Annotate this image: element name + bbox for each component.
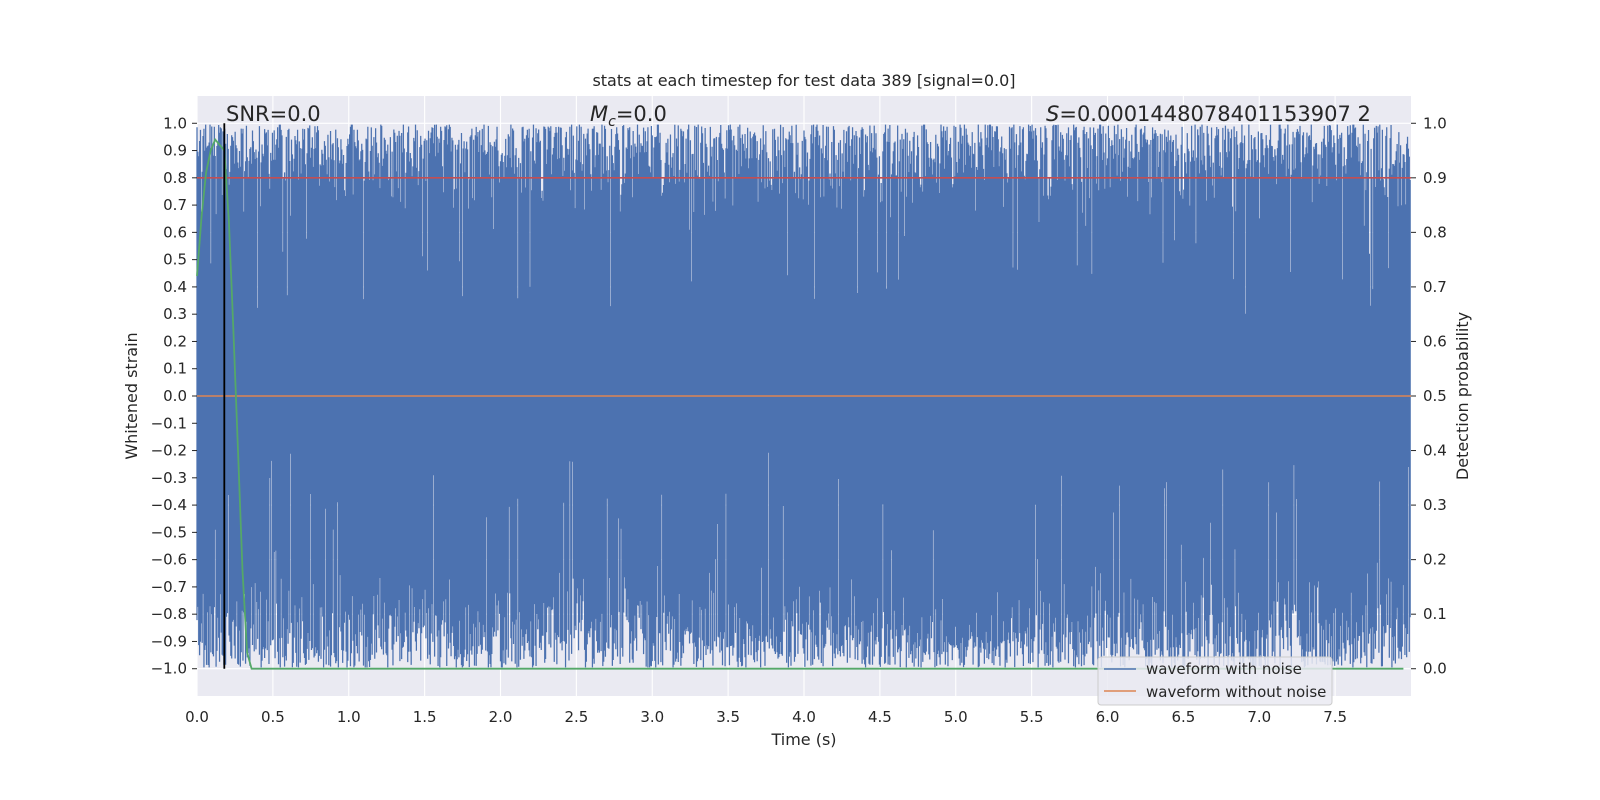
y-left-tick-label: 0.2 xyxy=(163,332,187,350)
x-tick-label: 1.5 xyxy=(413,708,437,726)
y-right-tick-label: 0.2 xyxy=(1423,551,1447,569)
legend: waveform with noise waveform without noi… xyxy=(1097,656,1333,706)
y-left-tick-label: −0.9 xyxy=(151,632,187,650)
x-tick-label: 2.0 xyxy=(489,708,513,726)
y-right-tick-label: 0.8 xyxy=(1423,223,1447,241)
x-tick-label: 3.5 xyxy=(716,708,740,726)
y-left-tick-label: −0.4 xyxy=(151,496,187,514)
chirp-mass-symbol: M xyxy=(590,102,608,126)
y-left-tick-label: 0.5 xyxy=(163,251,187,269)
y-right-tick-label: 0.3 xyxy=(1423,496,1447,514)
x-tick-label: 6.5 xyxy=(1171,708,1195,726)
y-left-tick-label: −1.0 xyxy=(151,660,187,678)
y-axis-left-label: Whitened strain xyxy=(122,332,141,459)
x-tick-label: 0.0 xyxy=(185,708,209,726)
y-axis-right-label: Detection probability xyxy=(1453,312,1472,480)
y-right-tick-label: 0.0 xyxy=(1423,660,1447,678)
legend-frame xyxy=(1097,656,1333,706)
y-left-tick-label: 0.8 xyxy=(163,169,187,187)
x-tick-label: 1.0 xyxy=(337,708,361,726)
x-tick-label: 3.0 xyxy=(640,708,664,726)
x-tick-label: 4.0 xyxy=(792,708,816,726)
x-tick-label: 6.0 xyxy=(1096,708,1120,726)
x-tick-label: 7.5 xyxy=(1323,708,1347,726)
chirp-mass-annotation: Mc=0.0 xyxy=(590,102,667,130)
y-left-tick-label: −0.7 xyxy=(151,578,187,596)
detection-probability-line xyxy=(196,137,1404,670)
y-right-tick-label: 1.0 xyxy=(1423,114,1447,132)
legend-label-noise: waveform with noise xyxy=(1146,660,1302,678)
y-left-tick-label: −0.8 xyxy=(151,605,187,623)
y-right-tick-label: 0.7 xyxy=(1423,278,1447,296)
y-right-tick-label: 0.9 xyxy=(1423,169,1447,187)
y-left-tick-label: 0.1 xyxy=(163,360,187,378)
x-tick-label: 0.5 xyxy=(261,708,285,726)
x-tick-label: 4.5 xyxy=(868,708,892,726)
x-tick-label: 5.0 xyxy=(944,708,968,726)
legend-label-clean: waveform without noise xyxy=(1146,683,1326,701)
s-symbol: S xyxy=(1046,102,1059,126)
y-axis-right-ticks: 1.0 0.9 0.8 0.7 0.6 0.5 0.4 0.3 0.2 0.1 0.0 xyxy=(1411,114,1447,678)
y-right-tick-label: 0.1 xyxy=(1423,605,1447,623)
x-axis-label: Time (s) xyxy=(770,730,836,749)
chart-title: stats at each timestep for test data 389… xyxy=(592,71,1015,90)
y-right-tick-label: 0.5 xyxy=(1423,387,1447,405)
y-left-tick-label: 0.7 xyxy=(163,196,187,214)
chirp-mass-value: =0.0 xyxy=(616,102,667,126)
chirp-mass-subscript: c xyxy=(608,114,616,130)
y-left-tick-label: −0.3 xyxy=(151,469,187,487)
y-left-tick-label: 0.4 xyxy=(163,278,187,296)
y-left-tick-label: −0.1 xyxy=(151,414,187,432)
y-left-tick-label: −0.2 xyxy=(151,442,187,460)
y-left-tick-label: −0.5 xyxy=(151,523,187,541)
y-left-tick-label: 1.0 xyxy=(163,114,187,132)
y-left-tick-label: 0.6 xyxy=(163,223,187,241)
overlay-lines xyxy=(196,123,1411,670)
y-right-tick-label: 0.6 xyxy=(1423,332,1447,350)
s-value: =0.0001448078401153907 2 xyxy=(1059,102,1371,126)
x-tick-label: 7.0 xyxy=(1247,708,1271,726)
y-left-tick-label: 0.9 xyxy=(163,142,187,160)
y-right-tick-label: 0.4 xyxy=(1423,442,1447,460)
y-left-tick-label: 0.3 xyxy=(163,305,187,323)
y-axis-left-ticks: 1.0 0.9 0.8 0.7 0.6 0.5 0.4 0.3 0.2 0.1 0.0 −0.1 −0.… xyxy=(151,114,197,678)
x-tick-label: 2.5 xyxy=(564,708,588,726)
s-annotation: S=0.0001448078401153907 2 xyxy=(1046,102,1371,126)
y-left-tick-label: 0.0 xyxy=(163,387,187,405)
x-tick-label: 5.5 xyxy=(1020,708,1044,726)
snr-annotation: SNR=0.0 xyxy=(226,102,321,126)
y-left-tick-label: −0.6 xyxy=(151,551,187,569)
x-axis-ticks: 0.0 0.5 1.0 1.5 2.0 2.5 3.0 3.5 4.0 4.5 5.0 5.5 6.0 6… xyxy=(185,708,1347,726)
